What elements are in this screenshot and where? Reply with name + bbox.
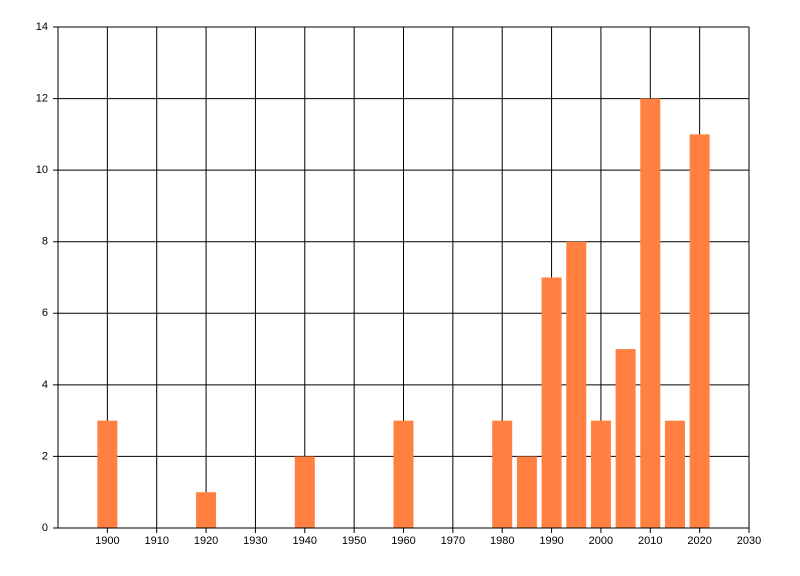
- x-tick-label: 2020: [687, 535, 711, 547]
- x-tick-label: 1990: [539, 535, 563, 547]
- x-tick-label: 1950: [342, 535, 366, 547]
- bar: [541, 277, 562, 528]
- x-tick-label: 1910: [144, 535, 168, 547]
- x-tick-label: 1900: [95, 535, 119, 547]
- y-tick-label: 6: [42, 307, 48, 319]
- bar: [664, 420, 685, 528]
- bar: [196, 492, 217, 528]
- x-tick-label: 1980: [490, 535, 514, 547]
- x-tick-label: 2010: [638, 535, 662, 547]
- x-tick-label: 1920: [194, 535, 218, 547]
- x-tick-label: 2000: [589, 535, 613, 547]
- bar: [615, 349, 636, 528]
- x-tick-label: 2030: [737, 535, 761, 547]
- y-tick-label: 12: [36, 92, 48, 104]
- y-tick-label: 14: [36, 21, 48, 33]
- y-tick-label: 0: [42, 522, 48, 534]
- bar: [492, 420, 513, 528]
- x-tick-label: 1970: [441, 535, 465, 547]
- x-tick-label: 1940: [293, 535, 317, 547]
- bar: [97, 420, 118, 528]
- y-tick-label: 8: [42, 236, 48, 248]
- bar: [566, 241, 587, 528]
- bar: [294, 456, 315, 528]
- bar: [393, 420, 414, 528]
- bar: [590, 420, 611, 528]
- bar: [516, 456, 537, 528]
- y-tick-label: 2: [42, 450, 48, 462]
- y-tick-label: 4: [42, 379, 48, 391]
- x-tick-label: 1960: [391, 535, 415, 547]
- bar: [689, 134, 710, 528]
- y-tick-label: 10: [36, 164, 48, 176]
- x-tick-label: 1930: [243, 535, 267, 547]
- bar: [640, 98, 661, 529]
